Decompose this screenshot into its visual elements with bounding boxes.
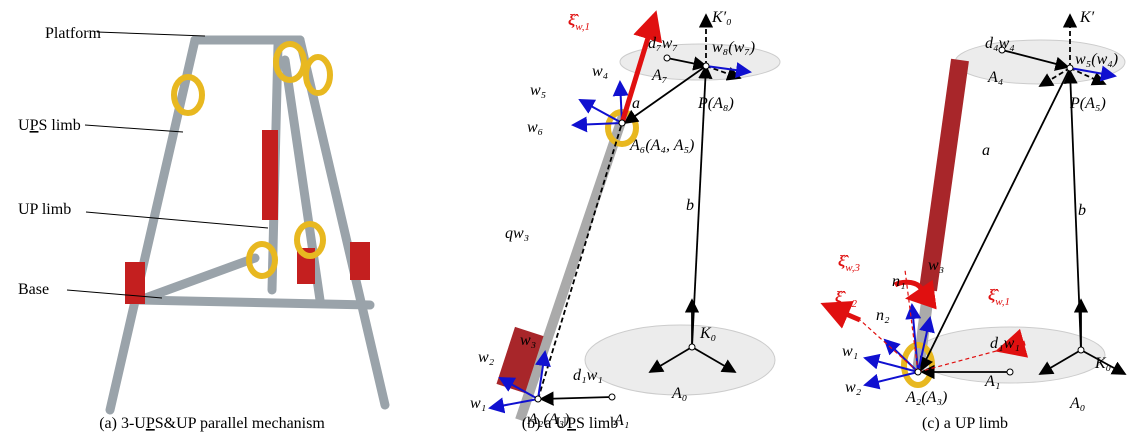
math-label: d₄w₄ <box>985 35 1015 52</box>
math-label: K′ <box>1079 9 1095 26</box>
math-label: w₂ <box>845 379 862 396</box>
math-label: d₁w₁ <box>573 367 603 384</box>
math-label: A₄ <box>987 69 1003 86</box>
ups-limb-diagram: ξ̂w,1 K′₀ d₇w₇ w₈(w₇) A₇ w₄ w₅ a w₆ P(A₈) A₆(A₄, A… <box>470 9 780 429</box>
math-label: P(A₈) <box>697 95 734 112</box>
text: U <box>18 117 30 134</box>
math-label: K₀ <box>1094 355 1111 372</box>
base-label: Base <box>18 281 49 298</box>
text: S&UP parallel mechanism <box>155 415 326 432</box>
text: P <box>567 415 576 432</box>
text: w,1 <box>575 21 590 33</box>
math-label: w₃ <box>928 257 944 274</box>
math-label: A₂(A₃) <box>905 389 947 406</box>
math-label: w₁ <box>842 343 858 360</box>
math-label: K₀ <box>699 325 716 342</box>
text: (a) 3-U <box>99 415 146 432</box>
math-label: ξ̂w,2 <box>835 289 857 310</box>
figure: Platform UPS limb UP limb Base (a) 3-UPS… <box>0 0 1145 437</box>
text: S limb <box>576 415 618 432</box>
math-label: w₆ <box>527 119 543 136</box>
text: w,2 <box>842 298 857 310</box>
math-label: b <box>1078 202 1086 219</box>
math-label: b <box>686 197 694 214</box>
math-label: w₅(w₄) <box>1075 51 1118 68</box>
platform-label: Platform <box>45 25 102 42</box>
math-label: w₂ <box>478 349 495 366</box>
math-label: n₂ <box>876 307 890 324</box>
math-label: A₀ <box>1069 395 1085 412</box>
text: w,1 <box>995 296 1010 308</box>
up-limb-label: UP limb <box>18 201 71 218</box>
text: w,3 <box>845 262 860 274</box>
math-label: a <box>632 95 640 112</box>
math-label: w₃ <box>520 332 536 349</box>
math-label: qw₃ <box>505 225 529 242</box>
caption-a: (a) 3-UPS&UP parallel mechanism <box>99 415 325 432</box>
math-label: w₅ <box>530 82 546 99</box>
math-label: A₇ <box>651 67 668 84</box>
text: S limb <box>38 117 80 134</box>
math-label: w₄ <box>592 63 608 80</box>
math-label: d₁w₁ <box>990 335 1020 352</box>
math-label: K′₀ <box>711 9 732 26</box>
math-label: w₁ <box>470 395 486 412</box>
math-label: P(A₅) <box>1069 95 1106 112</box>
math-label: n₁ <box>892 273 906 290</box>
math-label: ξ̂w,1 <box>568 12 590 33</box>
text: (b) a U <box>522 415 568 432</box>
math-label: a <box>982 142 990 159</box>
math-label: ξ̂w,1 <box>988 287 1010 308</box>
math-label: w₈(w₇) <box>712 39 755 56</box>
text: P <box>146 415 155 432</box>
mechanism-render: Platform UPS limb UP limb Base <box>18 25 385 410</box>
math-label: d₇w₇ <box>648 35 678 52</box>
text: P <box>30 117 39 134</box>
ups-limb-label: UPS limb <box>18 117 81 134</box>
math-label: A₁ <box>984 373 1000 390</box>
caption-b: (b) a UPS limb <box>522 415 618 432</box>
math-label: A₀ <box>671 385 687 402</box>
caption-c: (c) a UP limb <box>922 415 1008 432</box>
math-label: A₆(A₄, A₅) <box>629 137 694 154</box>
math-label: ξ̂w,3 <box>838 253 860 274</box>
